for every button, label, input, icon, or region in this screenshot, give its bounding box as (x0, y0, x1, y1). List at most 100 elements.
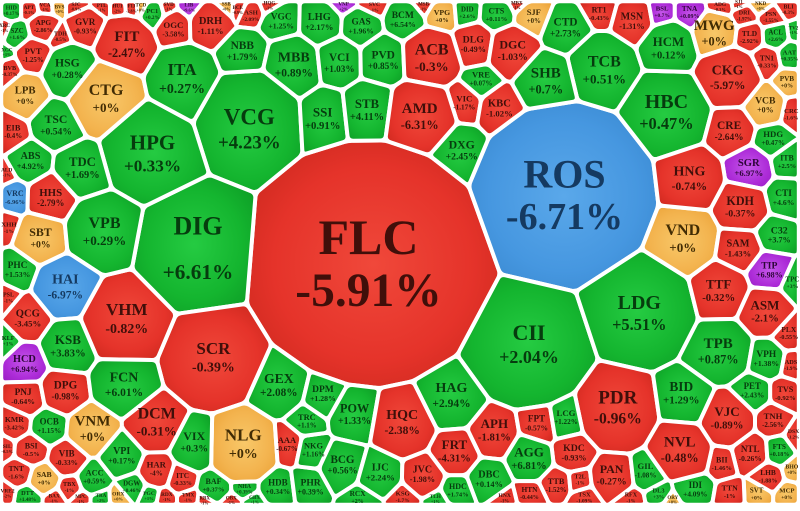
svg-text:+0.51%: +0.51% (583, 71, 626, 86)
svg-text:+0%: +0% (222, 6, 230, 11)
svg-text:-4.31%: -4.31% (438, 452, 471, 464)
svg-text:PHR: PHR (300, 477, 321, 488)
svg-text:SGR: SGR (738, 158, 760, 169)
svg-text:-0.4%: -0.4% (4, 133, 22, 140)
svg-text:+4.09%: +4.09% (683, 490, 707, 499)
svg-text:CRC: CRC (784, 108, 799, 115)
svg-text:-0.31%: -0.31% (137, 424, 177, 439)
svg-text:KSG: KSG (396, 491, 411, 498)
svg-text:TTN: TTN (722, 483, 738, 492)
svg-text:RT1: RT1 (592, 5, 607, 14)
svg-text:EIB: EIB (6, 123, 21, 132)
svg-text:-1%: -1% (576, 482, 585, 487)
svg-text:-5.97%: -5.97% (710, 80, 745, 92)
svg-text:-1%: -1% (228, 500, 236, 505)
svg-text:LHB: LHB (760, 468, 776, 477)
svg-text:+0%: +0% (756, 6, 764, 11)
svg-text:+0.29%: +0.29% (83, 233, 126, 248)
svg-text:TIP: TIP (761, 260, 777, 271)
svg-text:VCB: VCB (755, 96, 776, 107)
svg-text:HAI: HAI (52, 273, 78, 288)
svg-text:-0.32%: -0.32% (702, 292, 735, 304)
svg-text:DTT: DTT (21, 490, 35, 497)
svg-text:+0%: +0% (55, 9, 63, 14)
svg-text:BAF: BAF (206, 477, 222, 486)
svg-text:ABS: ABS (21, 151, 41, 162)
svg-text:+0%: +0% (114, 497, 124, 502)
svg-text:DLG: DLG (463, 34, 485, 45)
svg-text:+0.18%: +0.18% (769, 452, 789, 458)
svg-text:+0.89%: +0.89% (275, 67, 313, 79)
svg-text:+6.01%: +6.01% (105, 387, 143, 399)
svg-text:MSB: MSB (418, 3, 430, 8)
svg-text:PTL: PTL (97, 4, 107, 9)
svg-text:-0.48%: -0.48% (661, 451, 699, 465)
svg-text:DSX: DSX (788, 429, 800, 435)
svg-text:DL3: DL3 (653, 487, 665, 494)
svg-text:-2.64%: -2.64% (715, 133, 744, 143)
svg-text:+2%: +2% (97, 498, 105, 503)
svg-text:-0.93%: -0.93% (74, 27, 97, 36)
svg-text:MPC: MPC (75, 495, 87, 500)
svg-text:SVD: SVD (164, 3, 174, 8)
svg-text:HID: HID (6, 5, 17, 11)
svg-text:+1.29%: +1.29% (663, 395, 700, 407)
svg-text:LDG: LDG (618, 292, 662, 314)
svg-text:-1%: -1% (370, 7, 379, 12)
svg-text:DGC: DGC (499, 38, 526, 52)
svg-text:VPG: VPG (434, 8, 450, 17)
svg-text:-0.9%: -0.9% (233, 10, 244, 15)
svg-text:ACB: ACB (415, 41, 449, 58)
svg-text:TDC: TDC (69, 155, 96, 169)
svg-text:+1.79%: +1.79% (227, 53, 258, 63)
svg-text:LIB: LIB (184, 2, 193, 8)
svg-text:+1.74%: +1.74% (447, 492, 469, 499)
svg-text:+4.23%: +4.23% (218, 133, 281, 154)
svg-text:+0.91%: +0.91% (305, 120, 340, 132)
svg-text:-0.93%: -0.93% (562, 453, 587, 462)
svg-text:NLG: NLG (225, 425, 262, 444)
svg-text:-1%: -1% (165, 7, 173, 12)
svg-text:+0.39%: +0.39% (236, 491, 252, 496)
svg-text:-1.7%: -1.7% (396, 498, 410, 504)
svg-text:+2.24%: +2.24% (366, 473, 395, 483)
svg-text:+0.11%: +0.11% (485, 16, 507, 23)
svg-text:PDR: PDR (598, 387, 637, 408)
svg-text:VCA: VCA (40, 3, 51, 8)
svg-text:KBC: KBC (488, 98, 511, 109)
svg-text:AGG: AGG (514, 445, 544, 460)
svg-text:NTL: NTL (741, 444, 760, 454)
svg-text:+1.33%: +1.33% (338, 416, 371, 427)
svg-text:ASH: ASH (244, 9, 259, 16)
svg-text:FPT: FPT (528, 414, 545, 424)
svg-text:BCM: BCM (392, 11, 414, 21)
svg-text:+1.1%: +1.1% (297, 423, 317, 430)
svg-text:-1.09%: -1.09% (576, 499, 592, 505)
svg-text:HCD: HCD (13, 354, 36, 365)
svg-text:+0%: +0% (669, 240, 696, 255)
svg-text:SCR: SCR (196, 339, 231, 358)
svg-text:+0.14%: +0.14% (475, 480, 503, 489)
svg-text:+2.08%: +2.08% (260, 387, 298, 399)
svg-text:-2.09%: -2.09% (243, 17, 260, 23)
svg-text:+2.45%: +2.45% (446, 152, 478, 163)
svg-text:-0.44%: -0.44% (520, 495, 539, 501)
svg-text:-0.27%: -0.27% (596, 477, 626, 488)
svg-text:VPB: VPB (89, 215, 121, 232)
svg-text:-0.5%: -0.5% (23, 451, 40, 458)
svg-text:FTS: FTS (773, 442, 786, 451)
svg-text:GAS: GAS (351, 18, 370, 28)
svg-text:+1%: +1% (3, 342, 14, 348)
svg-text:ITB: ITB (780, 154, 794, 163)
svg-text:VHM: VHM (106, 300, 148, 319)
svg-text:FIT: FIT (114, 29, 139, 45)
svg-text:HBC: HBC (645, 91, 688, 113)
svg-text:TPB: TPB (704, 336, 733, 352)
svg-text:BVS: BVS (55, 6, 65, 11)
svg-text:VRC: VRC (6, 189, 24, 198)
svg-text:+0%: +0% (16, 96, 34, 106)
svg-text:POW: POW (340, 401, 369, 415)
svg-text:+2.5%: +2.5% (778, 163, 796, 170)
svg-text:SJ1: SJ1 (735, 1, 743, 6)
svg-text:CKG: CKG (712, 63, 744, 78)
